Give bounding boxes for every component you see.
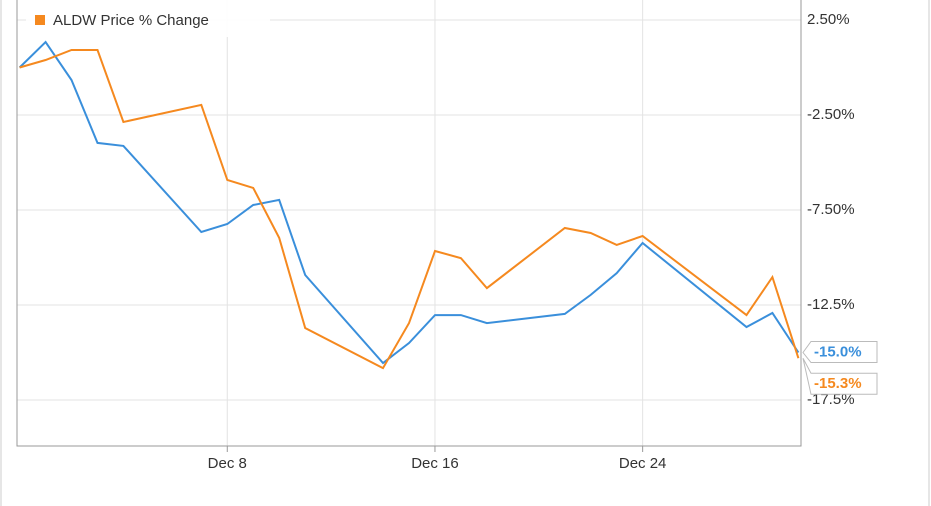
- end-label: -15.0%: [802, 341, 878, 364]
- y-tick-label: -17.5%: [807, 391, 855, 408]
- legend-swatch: [35, 15, 45, 25]
- end-label-box: [802, 357, 878, 395]
- legend-box: [26, 0, 270, 37]
- legend: ALDW Price % Change: [26, 0, 270, 37]
- line-series: [18, 40, 800, 365]
- legend-label: ALDW Price % Change: [53, 12, 209, 29]
- y-tick-label: -7.50%: [807, 201, 855, 218]
- end-label-text: -15.0%: [814, 343, 862, 360]
- end-label: -15.3%: [802, 357, 878, 395]
- line-series: [19, 49, 800, 370]
- y-tick-label: 2.50%: [807, 11, 850, 28]
- end-label-text: -15.3%: [814, 375, 862, 392]
- y-tick-label: -2.50%: [807, 106, 855, 123]
- x-tick-label: Dec 8: [208, 455, 247, 472]
- axis-frame: [16, 0, 802, 447]
- x-tick-label: Dec 24: [619, 455, 667, 472]
- y-tick-label: -12.5%: [807, 296, 855, 313]
- end-label-box: [802, 341, 878, 364]
- x-tick-label: Dec 16: [411, 455, 459, 472]
